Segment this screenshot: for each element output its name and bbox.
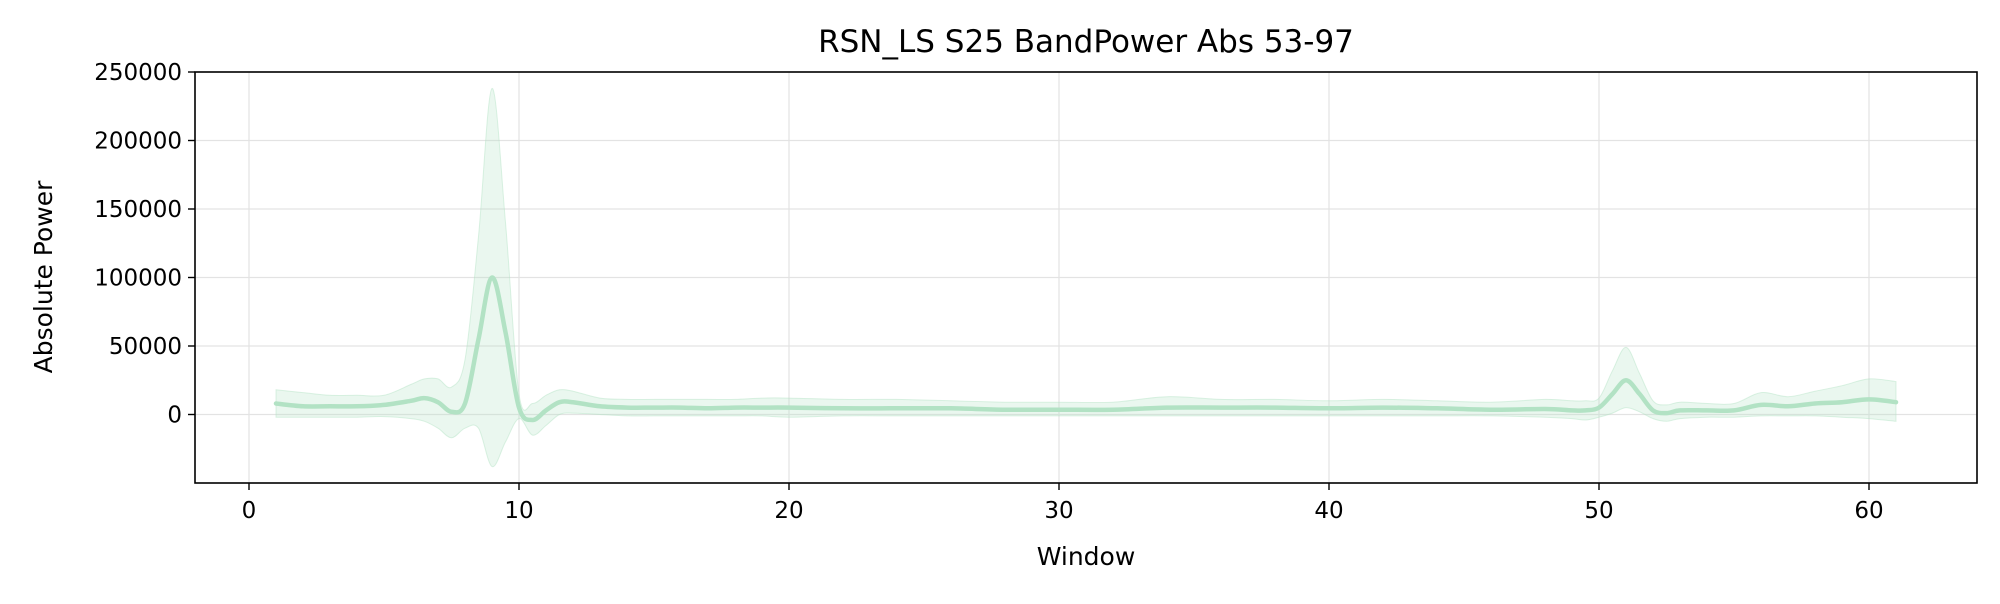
- confidence-band: [275, 87, 1897, 468]
- y-axis: 0 50000 100000 150000 200000 250000: [94, 60, 195, 429]
- y-axis-label: Absolute Power: [29, 180, 58, 374]
- x-tick-label: 50: [1584, 498, 1613, 524]
- plot-area: [273, 87, 1899, 468]
- y-tick-label: 150000: [94, 197, 182, 223]
- x-tick-label: 30: [1044, 498, 1073, 524]
- x-tick-label: 20: [774, 498, 803, 524]
- x-axis-label: Window: [1037, 542, 1136, 571]
- x-axis: 0 10 20 30 40 50 60: [242, 483, 1884, 524]
- y-tick-label: 0: [167, 403, 182, 429]
- chart-title: RSN_LS S25 BandPower Abs 53-97: [818, 24, 1354, 60]
- y-tick-label: 50000: [109, 334, 182, 360]
- y-tick-label: 250000: [94, 60, 182, 86]
- x-tick-label: 40: [1314, 498, 1343, 524]
- y-tick-label: 100000: [94, 266, 182, 292]
- x-tick-label: 10: [504, 498, 533, 524]
- x-tick-label: 0: [242, 498, 257, 524]
- mean-line: [273, 275, 1899, 423]
- x-tick-label: 60: [1854, 498, 1883, 524]
- y-tick-label: 200000: [94, 129, 182, 155]
